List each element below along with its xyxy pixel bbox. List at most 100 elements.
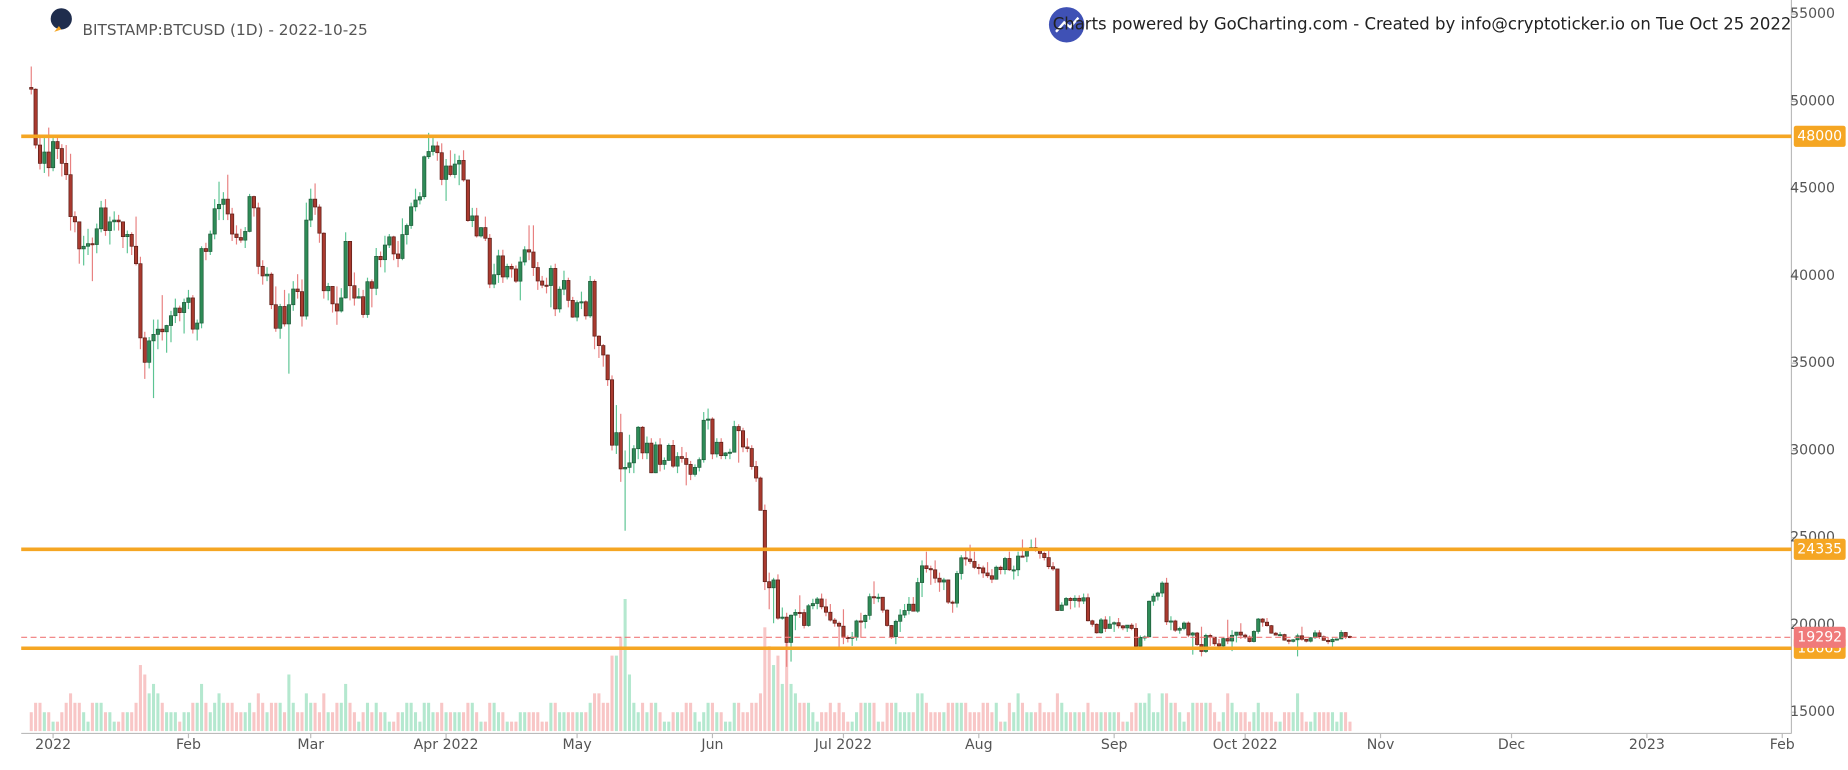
volume-bar (344, 683, 348, 732)
volume-bar (448, 712, 452, 732)
volume-bar (566, 712, 570, 732)
candle-body (566, 280, 571, 301)
x-tick-label: Jun (700, 737, 723, 753)
candle-body (658, 444, 663, 465)
candle-body (208, 233, 213, 252)
candle-body (911, 603, 916, 612)
volume-bar (1156, 712, 1160, 732)
volume-bar (248, 702, 252, 732)
candle-body (496, 255, 501, 276)
volume-bar (1117, 712, 1121, 732)
candle-body (1326, 639, 1331, 643)
candle-body (72, 216, 77, 223)
candle-body (1343, 632, 1348, 637)
candle-body (575, 302, 580, 318)
candle-body (265, 273, 270, 277)
level-label-box (1793, 538, 1846, 560)
candle-body (592, 280, 597, 337)
credit-icon-arrow (1055, 16, 1080, 33)
volume-bar (523, 712, 527, 732)
candle-body (1251, 631, 1256, 642)
candle-body (352, 285, 357, 299)
candle-body (1046, 557, 1051, 568)
credit: Charts powered by GoCharting.com - Creat… (1053, 14, 1792, 33)
candle-body (640, 426, 645, 454)
volume-bar (278, 702, 282, 732)
candle-body (439, 152, 444, 180)
volume-bar (737, 702, 741, 732)
volume-bar (754, 702, 758, 732)
candle-body (487, 237, 492, 285)
candle-body (430, 145, 435, 152)
candle-body (103, 207, 108, 231)
volume-bar (1348, 721, 1352, 732)
x-tick-label: Aug (965, 737, 993, 753)
candle-body (509, 265, 514, 270)
volume-bar (1335, 721, 1339, 732)
volume-bar (1173, 702, 1177, 732)
volume-bar (579, 712, 583, 732)
candle-body (950, 601, 955, 604)
volume-bar (1047, 712, 1051, 732)
volume-bar (802, 702, 806, 732)
volume-bar (597, 693, 601, 732)
candle-body (1094, 623, 1099, 634)
volume-bar (291, 702, 295, 732)
candle-body (1339, 632, 1344, 640)
volume-bar (1064, 712, 1068, 732)
volume-bar (374, 702, 378, 732)
volume-bar (269, 702, 273, 732)
volume-bar (776, 655, 780, 732)
volume-bar (405, 702, 409, 732)
candle-body (339, 297, 344, 312)
volume-bar (1234, 712, 1238, 732)
candle-body (1077, 597, 1082, 602)
candle-body (230, 213, 235, 235)
candle-body (732, 426, 737, 453)
volume-bar (256, 693, 260, 732)
volume-bar (837, 702, 841, 732)
volume-bar (213, 702, 217, 732)
candle-body (823, 606, 828, 613)
volume-bar (462, 712, 466, 732)
candle-body (1186, 622, 1191, 636)
volume-bar (584, 712, 588, 732)
candle-body (291, 288, 296, 306)
candle-body (409, 206, 414, 226)
y-tick-label: 55000 (1790, 6, 1835, 22)
volume-bar (1125, 721, 1129, 732)
candle-body (321, 232, 326, 292)
candle-body (841, 625, 846, 638)
candle-body (1007, 558, 1012, 571)
candle-body (1256, 618, 1261, 632)
volume-bar (601, 702, 605, 732)
candle-body (1138, 637, 1143, 647)
volume-bar (55, 721, 59, 732)
candle-body (461, 160, 466, 181)
volume-bar (1112, 712, 1116, 732)
volume-bar (221, 702, 225, 732)
volume-bar (1020, 702, 1025, 732)
candle-body (1195, 632, 1200, 645)
volume-bar (435, 712, 439, 732)
candle-body (893, 620, 898, 638)
volume-bar (361, 712, 365, 732)
volume-bar (675, 712, 680, 732)
candle-body (688, 464, 693, 475)
volume-bar (422, 702, 426, 732)
volume-bar (274, 702, 278, 732)
volume-bar (1199, 702, 1204, 732)
candle-body (710, 418, 715, 455)
candle-body (37, 144, 43, 164)
y-tick-label: 35000 (1790, 355, 1835, 371)
volume-bar (200, 683, 204, 732)
candle-body (605, 354, 610, 381)
volume-bar (702, 712, 706, 732)
candle-body (762, 509, 767, 583)
volume-bar (121, 712, 125, 732)
volume-bar (859, 702, 863, 732)
candle-body (863, 615, 868, 623)
volume-bar (1038, 702, 1042, 732)
volume-bar (151, 683, 156, 732)
